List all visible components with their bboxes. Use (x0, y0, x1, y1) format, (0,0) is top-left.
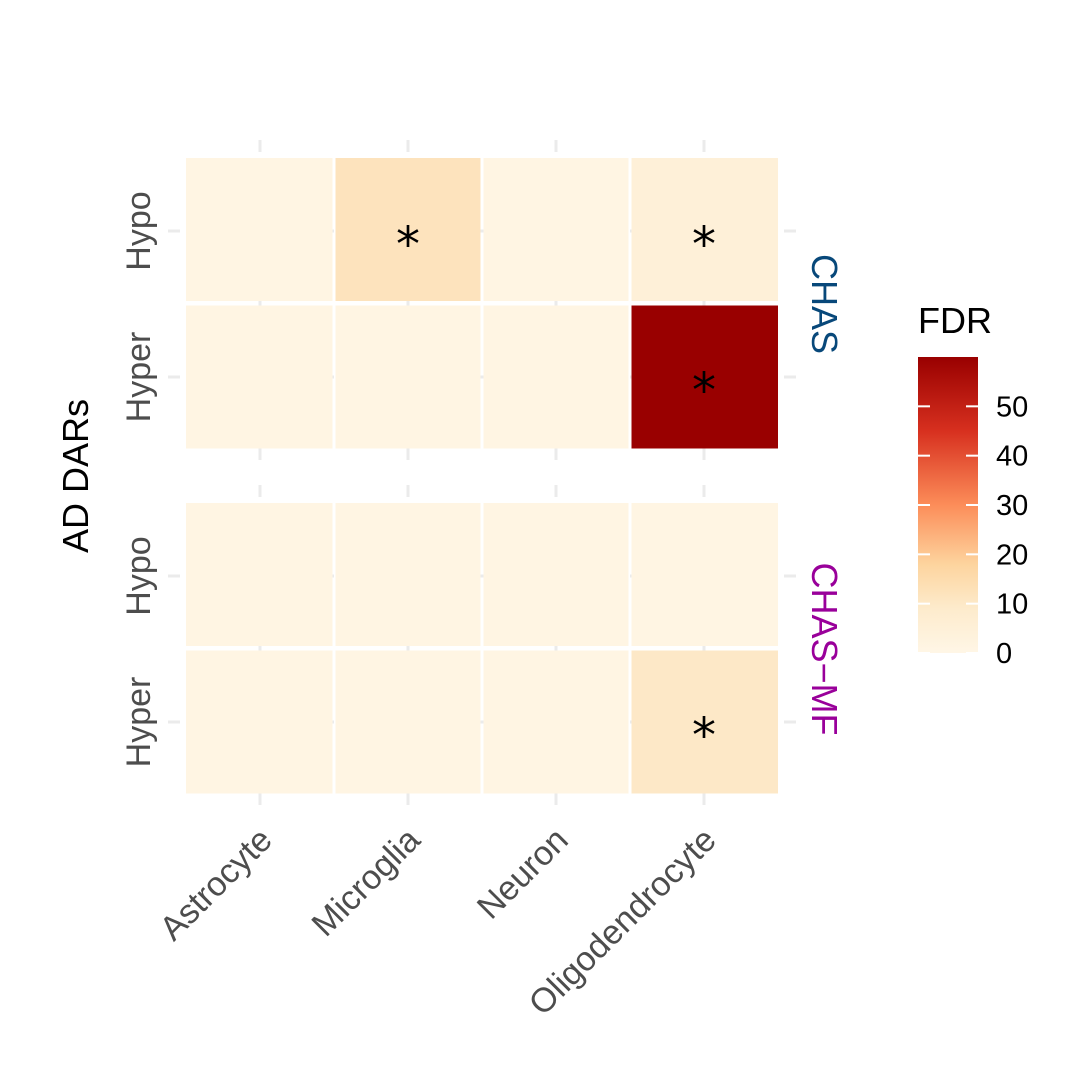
legend-title: FDR (918, 300, 992, 341)
significance-marker: * (692, 708, 716, 764)
heatmap-cell (631, 305, 778, 449)
heatmap-cell (335, 503, 481, 646)
legend-tick-label: 0 (996, 638, 1012, 670)
heatmap-cell (186, 650, 333, 794)
legend-tick-label: 30 (996, 490, 1028, 522)
legend-tick-label: 40 (996, 441, 1028, 473)
heatmap-cell (335, 158, 481, 301)
heatmap-cell (631, 158, 778, 301)
y-tick-label: Hyper (120, 332, 158, 423)
heatmap-cell (631, 503, 778, 646)
heatmap-cell (483, 650, 629, 794)
significance-marker: * (692, 217, 716, 273)
x-tick-label: Astrocyte (153, 821, 280, 948)
heatmap-cell (186, 305, 333, 449)
heatmap-cell (631, 650, 778, 794)
x-tick-label: Microglia (305, 821, 428, 944)
significance-marker: * (692, 363, 716, 419)
facet-strip-label: CHAS−MF (804, 562, 845, 735)
significance-marker: * (396, 217, 420, 273)
y-tick-label: Hyper (120, 677, 158, 768)
x-tick-label: Neuron (470, 821, 576, 927)
heatmap-cell (186, 503, 333, 646)
y-tick-label: Hypo (120, 536, 158, 615)
facet-strip-label: CHAS (804, 254, 845, 354)
heatmap-cell (186, 158, 333, 301)
heatmap-cell (335, 650, 481, 794)
y-tick-label: Hypo (120, 191, 158, 270)
y-axis-title: AD DARs (55, 399, 96, 553)
legend: FDR 0 10 20 30 40 50 (918, 300, 1028, 670)
heatmap-cell (335, 305, 481, 449)
heatmap-cells (186, 158, 778, 794)
heatmap-cell (483, 503, 629, 646)
legend-tick-label: 50 (996, 391, 1028, 423)
legend-tick-label: 10 (996, 589, 1028, 621)
heatmap-cell (483, 158, 629, 301)
heatmap-cell (483, 305, 629, 449)
legend-tick-label: 20 (996, 539, 1028, 571)
